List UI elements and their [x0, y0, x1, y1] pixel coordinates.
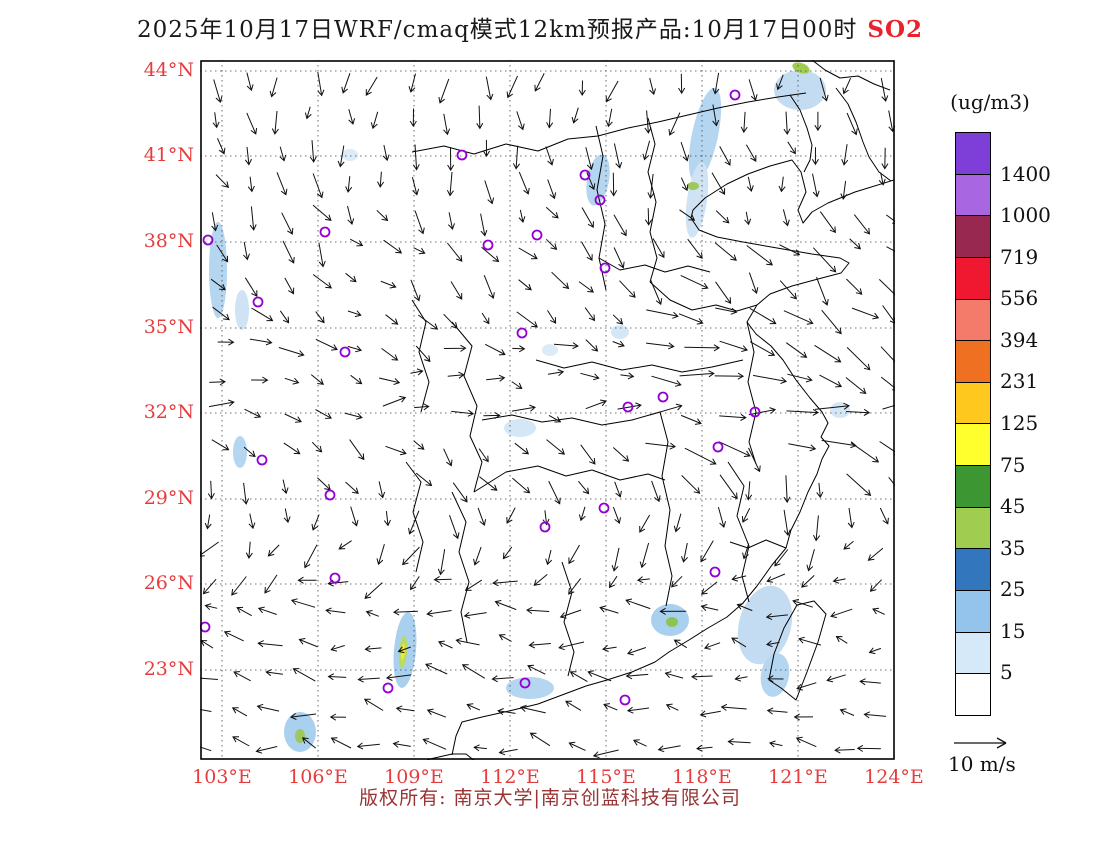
legend-value: 125 — [1000, 411, 1039, 435]
map-frame — [200, 60, 895, 760]
legend-swatch — [956, 548, 990, 591]
legend-swatch — [956, 423, 990, 466]
legend-unit-label: (ug/m3) — [950, 90, 1030, 114]
legend-swatch — [956, 506, 990, 549]
lat-tick-label: 35°N — [143, 316, 194, 338]
lat-tick-label: 41°N — [143, 144, 194, 166]
legend-value: 5 — [1000, 660, 1013, 685]
lon-tick-label: 103°E — [192, 766, 252, 788]
title-text: 2025年10月17日WRF/cmaq模式12km预报产品:10月17日00时 — [136, 17, 858, 43]
legend-swatch — [956, 256, 990, 299]
lat-tick-label: 32°N — [143, 401, 194, 423]
map-canvas — [200, 60, 895, 760]
legend-value: 35 — [1000, 535, 1026, 560]
legend-value: 45 — [1000, 494, 1026, 519]
legend-value: 25 — [1000, 577, 1026, 602]
wind-vectors-layer — [200, 72, 895, 759]
lon-tick-label: 118°E — [672, 766, 732, 788]
legend-value: 719 — [1000, 244, 1039, 269]
legend-value: 556 — [1000, 286, 1039, 311]
legend-value: 231 — [1000, 369, 1039, 394]
lon-tick-label: 124°E — [864, 766, 924, 788]
legend-swatch — [956, 465, 990, 507]
lat-tick-label: 44°N — [143, 59, 194, 81]
wind-scale-arrow-icon — [954, 737, 1007, 749]
legend-value: 394 — [1000, 327, 1039, 352]
legend-swatch — [956, 590, 990, 632]
legend-value: 1000 — [1000, 203, 1051, 228]
lat-tick-label: 26°N — [143, 572, 194, 594]
lat-tick-label: 23°N — [143, 658, 194, 680]
lon-tick-label: 121°E — [768, 766, 828, 788]
lon-tick-label: 115°E — [576, 766, 636, 788]
boundaries-layer — [405, 60, 895, 760]
legend-swatch — [956, 631, 990, 674]
legend-swatch — [956, 673, 990, 715]
station-markers-layer — [200, 89, 761, 706]
lon-tick-label: 109°E — [384, 766, 444, 788]
legend-value: 15 — [1000, 618, 1026, 643]
lat-tick-label: 38°N — [143, 230, 194, 252]
lon-tick-label: 112°E — [480, 766, 540, 788]
legend-swatch — [956, 133, 990, 174]
grid-layer — [200, 60, 895, 760]
legend-swatch — [956, 340, 990, 382]
legend-swatch — [956, 173, 990, 216]
species-label: SO2 — [867, 16, 924, 43]
legend-value: 1400 — [1000, 161, 1051, 186]
lat-tick-label: 29°N — [143, 487, 194, 509]
page-title: 2025年10月17日WRF/cmaq模式12km预报产品:10月17日00时 S… — [0, 10, 1060, 44]
legend-swatch — [956, 381, 990, 424]
so2-concentration-layer — [209, 62, 850, 752]
legend-value: 75 — [1000, 452, 1026, 477]
lon-tick-label: 106°E — [288, 766, 348, 788]
legend-swatch — [956, 298, 990, 341]
legend-swatch — [956, 215, 990, 257]
legend-colorbar — [955, 132, 991, 716]
copyright-text: 版权所有: 南京大学|南京创蓝科技有限公司 — [359, 787, 741, 809]
wind-scale-label: 10 m/s — [948, 752, 1016, 776]
